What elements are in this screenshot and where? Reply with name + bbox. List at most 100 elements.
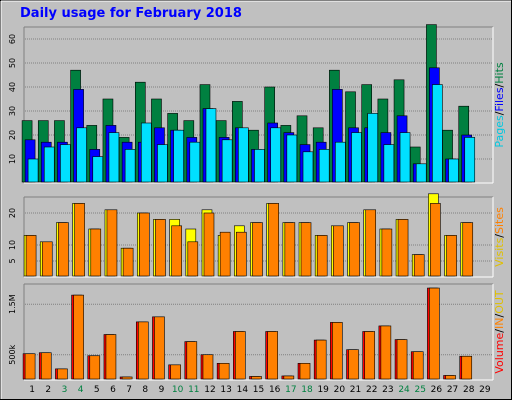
bar-pages-day-16 [270, 127, 281, 183]
day-label: 23 [382, 385, 393, 395]
series-label-part: / [493, 234, 506, 238]
bar-sites-day-21 [349, 222, 360, 277]
day-label: 8 [142, 385, 148, 395]
bar-sites-day-12 [203, 212, 215, 277]
y-tick-label: 30 [8, 106, 17, 116]
bar-in-day-19 [315, 339, 327, 380]
bar-sites-day-4 [74, 203, 85, 277]
day-axis: 1 2 3 4 5 6 7 8 9 10 11 12 13 14 15 16 17 18 19 20 21 22 23 24 2… [29, 385, 491, 395]
day-label: 24 [398, 385, 410, 395]
bar-in-day-18 [299, 363, 311, 380]
bar-in-day-15 [251, 376, 262, 380]
series-label-part: Files [493, 87, 506, 111]
bar-in-day-8 [137, 321, 149, 380]
bar-pages-day-26 [432, 84, 443, 183]
bar-pages-day-11 [189, 141, 201, 183]
bar-pages-day-14 [238, 127, 249, 183]
series-labels: Pages/Files/HitsVisits/SitesVolume/IN/OU… [493, 62, 506, 374]
bar-in-day-22 [364, 331, 376, 380]
bar-in-day-9 [154, 316, 165, 380]
bar-sites-day-20 [333, 225, 344, 277]
series-label-part: / [493, 83, 506, 87]
bar-in-day-10 [170, 364, 181, 380]
bar-in-day-16 [267, 331, 278, 380]
bar-in-day-7 [121, 376, 133, 380]
bar-in-day-14 [235, 331, 246, 380]
day-label: 17 [285, 385, 296, 395]
day-label: 9 [159, 385, 165, 395]
chart-title: Daily usage for February 2018 [20, 6, 242, 21]
series-label-mid: Visits/Sites [493, 207, 506, 267]
day-label: 26 [431, 385, 443, 395]
bar-sites-day-2 [41, 241, 53, 277]
volume-panel: 500k 1.5M [8, 283, 494, 381]
bar-sites-day-24 [397, 219, 409, 277]
bar-pages-day-25 [415, 163, 427, 183]
day-label: 11 [188, 385, 199, 395]
y-tick-label: 1.5M [8, 294, 17, 314]
series-label-part: Hits [493, 62, 506, 84]
y-tick-label: 500k [8, 344, 17, 364]
series-label-part: Pages [493, 115, 506, 148]
bar-sites-day-9 [155, 219, 166, 277]
bar-in-day-24 [396, 339, 408, 380]
bar-pages-day-15 [254, 149, 265, 183]
series-label-part: / [493, 314, 506, 318]
day-label: 5 [94, 385, 100, 395]
bar-sites-day-28 [462, 222, 474, 277]
y-tick-label: 10 [8, 154, 17, 164]
day-label: 19 [317, 385, 329, 395]
bar-pages-day-6 [108, 132, 120, 183]
bar-sites-day-22 [365, 209, 377, 277]
bar-sites-day-8 [138, 212, 150, 277]
day-label: 1 [29, 385, 35, 395]
bar-pages-day-13 [221, 139, 233, 183]
day-label: 6 [110, 385, 116, 395]
bar-in-day-4 [73, 294, 84, 380]
series-label-top: Pages/Files/Hits [493, 62, 506, 148]
bar-pages-day-9 [157, 144, 168, 183]
day-label: 22 [366, 385, 377, 395]
series-label-part: / [493, 111, 506, 115]
bar-in-day-23 [380, 325, 392, 380]
bar-sites-day-23 [381, 228, 393, 277]
hits-files-pages-panel: 10 20 30 40 50 60 [8, 24, 494, 184]
bar-pages-day-8 [140, 122, 152, 183]
bar-sites-day-11 [187, 241, 199, 277]
bar-sites-day-7 [122, 247, 134, 277]
day-label: 10 [172, 385, 184, 395]
bar-pages-day-22 [367, 113, 379, 183]
bar-sites-day-13 [219, 231, 231, 277]
y-tick-label: 20 [8, 130, 17, 140]
chart-panels: 10 20 30 40 50 60 5 10 20 500k 1.5M [8, 24, 494, 381]
day-label: 16 [269, 385, 281, 395]
series-label-part: Visits [493, 237, 506, 266]
bar-in-day-17 [283, 375, 295, 380]
day-label: 13 [220, 385, 231, 395]
day-label: 25 [414, 385, 425, 395]
series-label-bot: Volume/IN/OUT [493, 290, 506, 374]
day-label: 14 [237, 385, 249, 395]
day-label: 21 [350, 385, 361, 395]
bar-in-day-5 [89, 355, 101, 380]
series-label-part: OUT [493, 290, 506, 314]
y-tick-label: 60 [8, 34, 17, 44]
bar-sites-day-3 [58, 222, 69, 277]
bar-in-day-20 [332, 322, 343, 380]
bar-in-day-21 [348, 349, 359, 380]
day-label: 2 [45, 385, 51, 395]
bar-in-day-6 [105, 334, 117, 380]
bar-sites-day-5 [90, 228, 102, 277]
bar-in-day-27 [445, 375, 456, 380]
bar-pages-day-21 [351, 132, 362, 183]
day-label: 12 [204, 385, 215, 395]
bar-pages-day-2 [43, 146, 55, 183]
bar-in-day-28 [461, 355, 473, 380]
bar-sites-day-27 [446, 235, 457, 277]
bar-pages-day-17 [286, 134, 298, 183]
bar-pages-day-12 [205, 108, 217, 183]
bar-sites-day-19 [316, 235, 328, 277]
bar-pages-day-24 [399, 132, 411, 183]
day-label: 15 [253, 385, 264, 395]
bar-pages-day-3 [60, 144, 71, 183]
